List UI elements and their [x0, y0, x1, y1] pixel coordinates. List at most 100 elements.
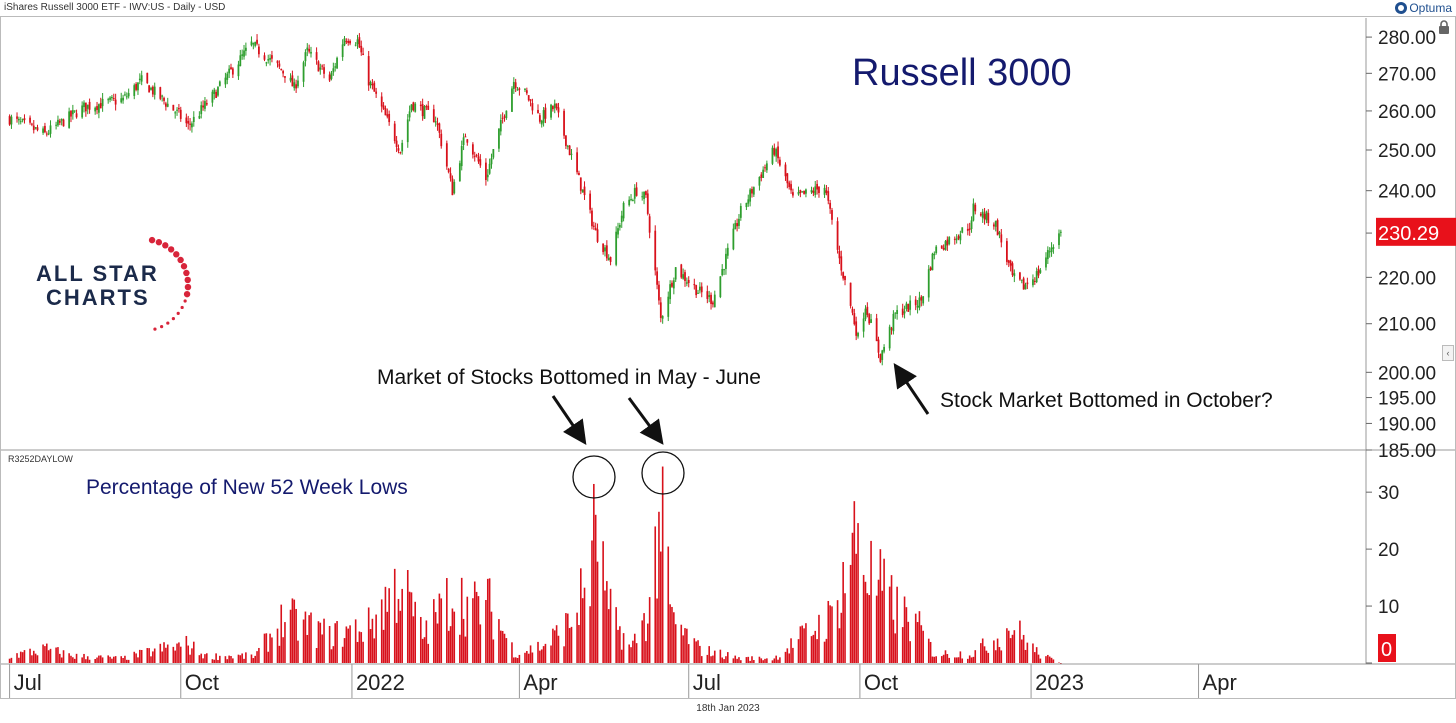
candle-body: [693, 284, 696, 286]
candle-body: [829, 202, 832, 209]
lows-bar: [358, 631, 361, 663]
candle-body: [518, 88, 521, 90]
candle-body: [334, 66, 337, 68]
candle-body: [605, 245, 608, 259]
lows-bar: [661, 466, 664, 663]
candle-body: [855, 321, 858, 336]
lows-bar: [593, 483, 595, 663]
lows-bar: [159, 643, 162, 663]
lows-bar: [537, 641, 539, 663]
candle-body: [682, 274, 685, 279]
lows-bar: [881, 590, 884, 663]
lows-bar: [890, 575, 893, 663]
lows-bar: [961, 658, 964, 663]
candle-body: [818, 186, 820, 193]
candle-body: [1046, 249, 1049, 260]
lows-bar: [1034, 652, 1036, 663]
lows-bar: [354, 619, 357, 663]
lows-bar: [875, 595, 878, 663]
watermark-star: [183, 290, 191, 298]
lows-bar: [987, 652, 990, 663]
lows-bars: [8, 466, 1062, 664]
lows-bar: [408, 591, 411, 663]
date-tick-label: Apr: [1203, 670, 1237, 695]
lows-bar: [228, 655, 230, 663]
price-axis[interactable]: 280.00270.00260.00250.00240.00230.00220.…: [1366, 28, 1456, 462]
candle-body: [825, 190, 828, 193]
lows-bar: [710, 656, 712, 663]
candle-body: [111, 97, 113, 99]
lows-bar: [766, 658, 768, 663]
candle-body: [955, 238, 958, 241]
candle-body: [888, 326, 891, 349]
candle-body: [23, 118, 26, 121]
lows-bar: [818, 614, 820, 663]
candle-body: [656, 271, 658, 285]
lows-bar: [165, 647, 167, 663]
lows-bar: [646, 623, 649, 663]
candle-body: [153, 86, 156, 95]
lows-bar: [433, 599, 435, 663]
lows-bar: [660, 551, 662, 663]
lows-bar: [555, 625, 558, 663]
price-tick-label: 280.00: [1378, 28, 1436, 49]
candle-body: [695, 285, 698, 296]
lows-bar: [745, 657, 748, 663]
candle-body: [45, 133, 48, 135]
candle-body: [447, 168, 450, 173]
candle-body: [107, 99, 110, 101]
lows-bar: [771, 660, 774, 663]
lows-bar: [332, 646, 335, 663]
lows-bar: [1048, 656, 1051, 663]
candle-body: [449, 173, 452, 179]
candle-body: [412, 102, 415, 111]
lows-bar: [304, 611, 307, 663]
lows-bar: [503, 633, 506, 663]
candle-body: [393, 123, 396, 142]
lows-bar: [797, 639, 800, 663]
candle-body: [812, 190, 815, 194]
candle-body: [453, 181, 456, 194]
candle-body: [16, 116, 18, 119]
candle-body: [295, 84, 298, 89]
lows-bar: [633, 633, 636, 663]
price-tick-label: 240.00: [1378, 182, 1436, 203]
candle-body: [204, 101, 206, 109]
lows-bar: [849, 564, 852, 663]
lows-bar: [421, 638, 424, 663]
candle-body: [996, 220, 999, 236]
indicator-axis[interactable]: 30 20 10 0: [1366, 483, 1399, 664]
lows-bar: [62, 650, 65, 663]
candle-body: [1005, 241, 1008, 262]
lows-bar: [179, 646, 182, 663]
candle-body: [485, 162, 487, 180]
date-axis[interactable]: Jul Oct 2022 Apr Jul Oct 2023 Apr: [9, 664, 1237, 698]
candle-body: [101, 98, 104, 107]
candle-body: [224, 77, 227, 85]
lows-bar: [328, 625, 331, 663]
lows-bar: [330, 649, 333, 663]
lows-bar: [901, 627, 904, 663]
lows-bar: [386, 611, 389, 663]
candle-body: [328, 74, 331, 81]
watermark-star: [155, 239, 163, 246]
candle-body: [112, 98, 115, 100]
date-tick-label: Apr: [523, 670, 557, 695]
lock-icon[interactable]: [1438, 20, 1450, 34]
lows-bar: [948, 657, 951, 663]
candle-body: [981, 211, 984, 218]
candle-body: [267, 59, 270, 61]
lows-bar: [498, 619, 500, 663]
candle-body: [866, 306, 869, 315]
candle-body: [778, 159, 781, 166]
lows-bar: [485, 599, 487, 663]
lows-bar: [1020, 639, 1023, 663]
candle-body: [8, 116, 11, 125]
candle-body: [122, 97, 124, 101]
collapse-panel-button[interactable]: ‹: [1442, 345, 1454, 361]
lows-bar: [674, 624, 677, 663]
lows-bar: [764, 658, 766, 663]
lows-bar: [779, 657, 781, 663]
candle-body: [213, 89, 216, 95]
lows-bar: [85, 659, 87, 663]
